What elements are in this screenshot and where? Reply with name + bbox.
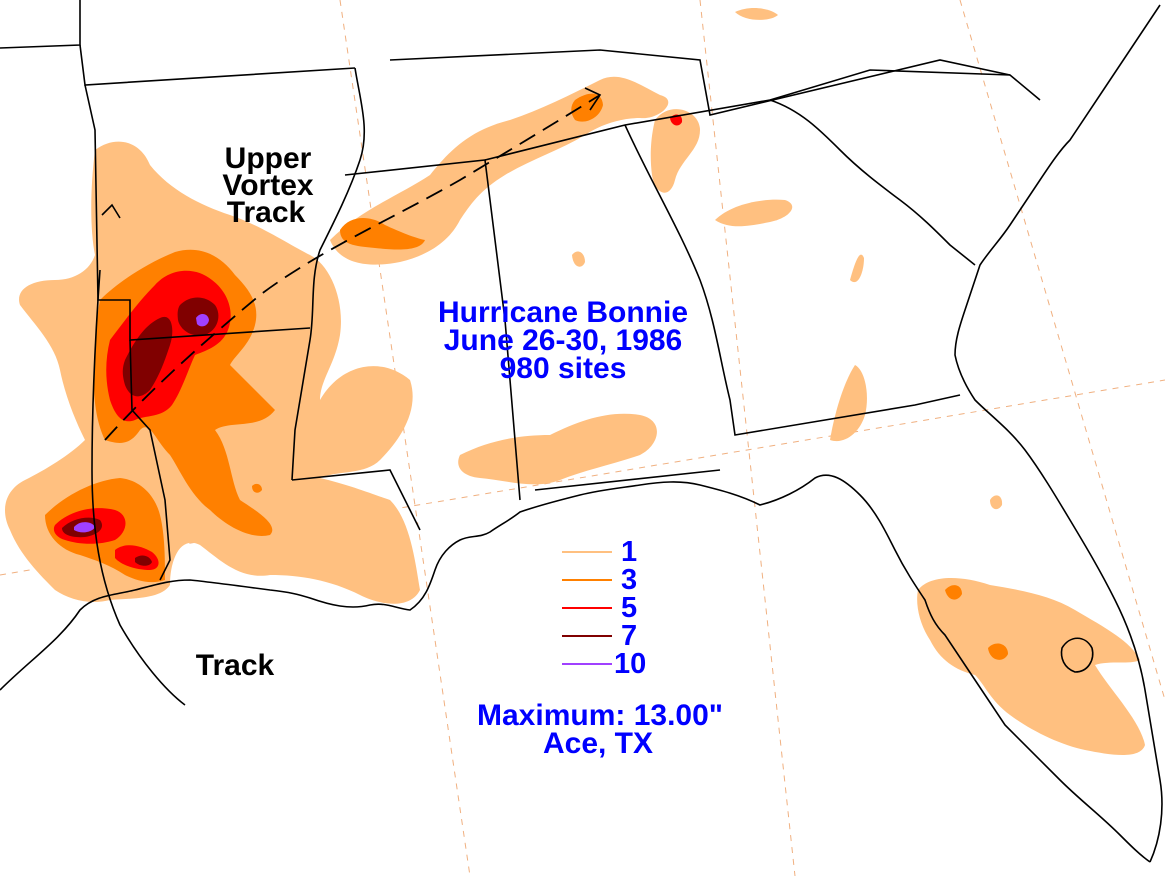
rain-area-1in bbox=[458, 413, 657, 485]
grid-line bbox=[699, 0, 796, 876]
upper-vortex-label-line1: Upper bbox=[225, 142, 312, 175]
rain-area-7in bbox=[122, 316, 173, 397]
lake-okeechobee bbox=[1060, 637, 1094, 673]
rain-area-1in bbox=[330, 76, 669, 265]
upper-vortex-label-line3: Track bbox=[227, 196, 306, 229]
legend-label-1: 1 bbox=[621, 536, 637, 568]
state-boundaries bbox=[0, 0, 1041, 581]
rain-area-3in bbox=[340, 218, 425, 250]
grid-line bbox=[959, 0, 1165, 701]
rain-area-1in bbox=[735, 8, 778, 20]
legend-label-3: 3 bbox=[621, 564, 637, 596]
state-boundary bbox=[624, 124, 961, 436]
rain-area-3in bbox=[252, 483, 262, 493]
gulf-coastline bbox=[0, 474, 1151, 863]
map-title-line2: June 26-30, 1986 bbox=[444, 324, 683, 357]
state-boundary bbox=[291, 469, 421, 531]
legend: 1 3 5 7 10 bbox=[562, 536, 646, 680]
rain-area-1in bbox=[830, 365, 867, 442]
rain-area-3in bbox=[945, 585, 962, 600]
rain-area-10in bbox=[196, 314, 209, 327]
rain-area-1in bbox=[917, 578, 1145, 755]
legend-label-10: 10 bbox=[614, 648, 646, 680]
upper-vortex-track-line bbox=[104, 94, 601, 441]
rain-10-inch-areas bbox=[74, 314, 209, 533]
hurricane-track-line bbox=[91, 269, 186, 706]
maximum-location: Ace, TX bbox=[543, 727, 653, 760]
state-boundary bbox=[79, 44, 356, 86]
rain-area-10in bbox=[74, 522, 95, 533]
rain-area-1in bbox=[850, 254, 864, 283]
track-label: Track bbox=[196, 649, 275, 682]
legend-label-5: 5 bbox=[621, 592, 637, 624]
rain-area-7in bbox=[135, 555, 152, 566]
state-boundary bbox=[769, 69, 1041, 101]
state-boundary bbox=[769, 99, 976, 266]
grid-line bbox=[339, 0, 471, 876]
legend-label-7: 7 bbox=[621, 620, 637, 652]
rain-area-3in bbox=[988, 643, 1008, 660]
rain-area-1in bbox=[572, 251, 585, 267]
rain-area-1in bbox=[715, 199, 793, 227]
upper-vortex-arrow bbox=[584, 87, 602, 111]
state-boundary bbox=[0, 0, 81, 49]
rain-area-1in bbox=[650, 109, 700, 193]
state-boundary bbox=[84, 84, 311, 341]
rain-area-1in bbox=[990, 495, 1003, 510]
rain-area-3in bbox=[571, 93, 603, 122]
state-boundary bbox=[291, 67, 366, 481]
hurricane-track-arrow bbox=[101, 203, 121, 219]
coastline bbox=[0, 4, 1163, 863]
maximum-label: Maximum: 13.00" bbox=[477, 699, 723, 732]
state-boundary bbox=[389, 49, 1011, 116]
upper-vortex-label-line2: Vortex bbox=[222, 169, 313, 202]
state-boundary bbox=[534, 469, 721, 491]
state-boundary bbox=[344, 159, 521, 501]
atlantic-coastline bbox=[954, 4, 1163, 863]
map-title-line1: Hurricane Bonnie bbox=[438, 296, 688, 329]
state-boundary bbox=[129, 339, 171, 581]
map-title-line3: 980 sites bbox=[500, 352, 627, 385]
